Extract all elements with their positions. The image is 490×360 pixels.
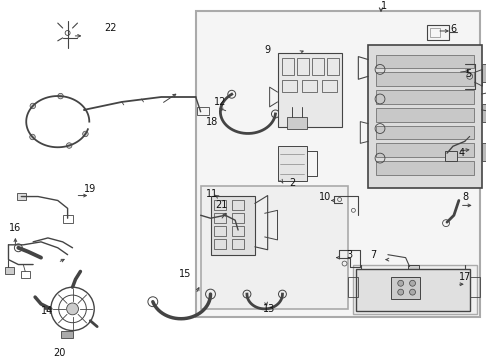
Circle shape xyxy=(67,303,78,315)
Text: 8: 8 xyxy=(463,192,469,202)
Bar xyxy=(234,228,244,236)
Bar xyxy=(391,277,420,299)
Bar xyxy=(376,126,474,139)
Text: 15: 15 xyxy=(179,269,192,279)
Bar xyxy=(348,277,358,297)
Bar xyxy=(63,215,73,223)
Text: 11: 11 xyxy=(206,189,218,199)
Bar xyxy=(376,108,474,122)
Bar xyxy=(297,58,309,75)
Bar xyxy=(482,64,490,82)
Bar xyxy=(312,58,324,75)
Bar xyxy=(17,193,26,201)
Text: 4: 4 xyxy=(459,148,465,158)
Text: 21: 21 xyxy=(216,201,228,210)
Circle shape xyxy=(30,134,35,140)
Bar xyxy=(482,104,490,122)
Bar xyxy=(327,58,339,75)
Circle shape xyxy=(58,93,63,99)
Bar xyxy=(196,107,209,115)
Bar xyxy=(200,186,348,309)
Bar xyxy=(408,265,419,273)
Bar xyxy=(376,143,474,157)
Text: 1: 1 xyxy=(381,1,387,12)
Bar xyxy=(368,45,482,188)
Bar xyxy=(376,55,474,68)
Bar xyxy=(215,213,226,223)
Text: 19: 19 xyxy=(84,184,97,194)
Bar xyxy=(232,213,244,223)
Text: 10: 10 xyxy=(319,192,331,202)
Bar xyxy=(277,146,307,181)
Bar xyxy=(232,201,244,210)
Text: 18: 18 xyxy=(206,117,218,127)
Circle shape xyxy=(83,131,88,137)
Bar xyxy=(287,117,307,129)
Text: 7: 7 xyxy=(370,250,376,260)
Text: 14: 14 xyxy=(41,306,53,316)
Bar xyxy=(4,267,14,274)
Text: 20: 20 xyxy=(53,348,65,358)
Bar xyxy=(376,161,474,175)
Bar xyxy=(353,265,477,314)
Text: 22: 22 xyxy=(104,23,117,33)
Text: 17: 17 xyxy=(459,273,471,282)
Text: 13: 13 xyxy=(263,304,275,314)
Circle shape xyxy=(398,289,404,295)
Bar xyxy=(427,25,449,40)
Bar xyxy=(232,226,244,236)
Bar xyxy=(376,72,474,86)
Bar xyxy=(302,80,317,92)
Bar xyxy=(322,80,337,92)
Bar xyxy=(430,28,440,37)
Bar xyxy=(376,90,474,104)
Bar xyxy=(61,330,73,338)
Bar xyxy=(232,239,244,249)
Bar xyxy=(196,11,480,317)
Bar xyxy=(356,270,470,311)
Text: 5: 5 xyxy=(465,69,471,79)
Bar xyxy=(282,58,294,75)
Text: 6: 6 xyxy=(450,24,456,34)
Circle shape xyxy=(67,143,72,148)
Text: 12: 12 xyxy=(214,97,226,107)
Bar xyxy=(470,277,480,297)
Bar xyxy=(211,195,255,255)
Circle shape xyxy=(410,289,416,295)
Text: 2: 2 xyxy=(290,178,295,188)
Circle shape xyxy=(410,280,416,286)
Circle shape xyxy=(30,103,36,109)
Bar xyxy=(215,201,226,210)
Text: 9: 9 xyxy=(265,45,271,55)
Text: 3: 3 xyxy=(346,250,353,260)
Bar xyxy=(282,80,297,92)
Bar xyxy=(445,151,457,161)
Text: 16: 16 xyxy=(8,223,21,233)
Bar xyxy=(21,271,30,278)
Bar xyxy=(215,226,226,236)
Bar xyxy=(215,239,226,249)
Bar xyxy=(482,143,490,161)
Bar xyxy=(277,53,342,127)
Circle shape xyxy=(398,280,404,286)
